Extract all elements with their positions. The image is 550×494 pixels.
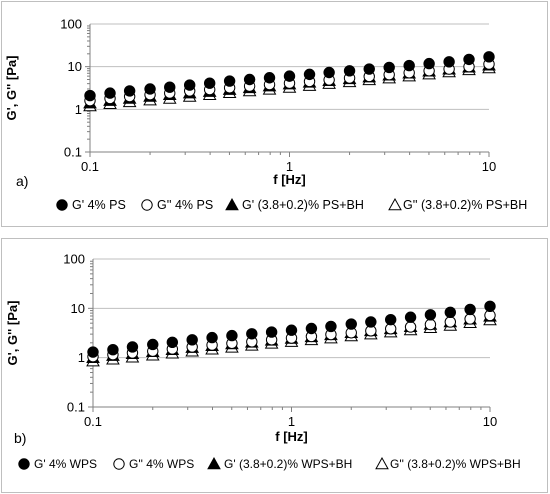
chart-a-point-filled-circle: [483, 51, 495, 63]
chart-b-point-filled-circle: [285, 324, 298, 336]
chart-a-x-label: f [Hz]: [273, 172, 306, 187]
chart-a-point-filled-circle: [84, 89, 96, 102]
chart-b-y-label: G', G'' [Pa]: [5, 301, 20, 366]
chart-a-legend-marker: [56, 199, 68, 211]
chart-a-legend: G' 4% PS G'' 4% PS G' (3.8+0.2)% PS+BH G'' …: [56, 197, 527, 212]
chart-a-x-ticks: 0.1 1 10: [81, 152, 496, 174]
chart-a-y-ticks: 0.1 1 10 100: [60, 17, 90, 160]
chart-b-y-ticks: 0.1 1 10 100: [63, 252, 93, 415]
chart-b-point-filled-circle: [484, 300, 496, 312]
chart-b-x-ticks: 0.1 1 10: [84, 407, 497, 429]
chart-b-point-filled-circle: [345, 318, 357, 330]
chart-a-point-filled-circle: [463, 53, 475, 66]
chart-b-point-filled-circle: [464, 303, 476, 316]
chart-a-x-tick-label: 1: [286, 159, 293, 174]
chart-b-legend-label: G'' 4% WPS: [129, 457, 194, 471]
chart-a-point-filled-circle: [263, 72, 276, 84]
chart-b-y-tick-label: 0.1: [67, 400, 85, 415]
chart-a-point-filled-circle: [383, 61, 395, 74]
chart-b-point-filled-circle: [265, 326, 278, 338]
chart-b-point-filled-circle: [384, 313, 397, 326]
chart-a-point-filled-circle: [443, 56, 455, 68]
chart-a-point-filled-circle: [223, 75, 236, 87]
chart-b-legend: G' 4% WPS G'' 4% WPS G' (3.8+0.2)% WPS+BH G…: [18, 456, 521, 471]
chart-b-point-filled-circle: [107, 344, 119, 356]
panel-a: 0.1 1 10 100 0.1 1 10 G', G'' [Pa] f [Hz] a) …: [1, 1, 548, 227]
chart-a-y-tick-label: 10: [68, 59, 82, 74]
chart-a-panel-label: a): [16, 173, 28, 189]
chart-b-legend-label: G'' (3.8+0.2)% WPS+BH: [390, 457, 521, 471]
chart-b-point-filled-circle: [206, 331, 218, 344]
chart-a-point-filled-circle: [203, 77, 216, 89]
chart-a-point-filled-circle: [144, 83, 156, 95]
chart-b-y-tick-label: 10: [71, 301, 85, 316]
chart-b-x-tick-label: 1: [288, 414, 295, 429]
chart-a-point-filled-circle: [403, 59, 415, 72]
chart-b-point-filled-circle: [147, 338, 159, 351]
chart-a-point-filled-circle: [343, 65, 356, 77]
chart-a-legend-label: G' (3.8+0.2)% PS+BH: [242, 198, 364, 212]
chart-b-x-tick-label: 0.1: [84, 414, 102, 429]
chart-b-point-open-circle: [444, 316, 457, 328]
chart-a-point-filled-circle: [123, 85, 136, 97]
chart-a-point-filled-circle: [243, 73, 256, 86]
chart-b-legend-label: G' (3.8+0.2)% WPS+BH: [224, 457, 352, 471]
chart-a-legend-marker: [141, 199, 153, 211]
chart-a-point-filled-circle: [303, 68, 316, 81]
chart-a-y-tick-label: 0.1: [64, 145, 82, 160]
chart-b-legend-marker: [207, 456, 221, 470]
chart-b-legend-marker: [375, 456, 389, 470]
chart-a-point-filled-circle: [423, 57, 435, 70]
chart-b-point-filled-circle: [404, 311, 417, 323]
chart-a-y-tick-label: 1: [75, 102, 82, 117]
chart-b-point-filled-circle: [126, 341, 139, 353]
chart-a-y-tick-label: 100: [60, 17, 82, 32]
chart-a-point-filled-circle: [183, 79, 196, 91]
chart-a-legend-label: G' 4% PS: [72, 198, 126, 212]
chart-a-point-filled-circle: [104, 87, 116, 99]
chart-b-legend-label: G' 4% WPS: [34, 457, 97, 471]
chart-a-marks: [83, 51, 496, 112]
chart-a-legend-marker: [388, 197, 402, 211]
chart-a-point-filled-circle: [283, 70, 296, 82]
chart-b-y-tick-label: 1: [78, 350, 85, 365]
chart-a-x-tick-label: 10: [482, 159, 496, 174]
chart-b-point-filled-circle: [305, 322, 318, 335]
chart-b-marks: [86, 300, 497, 367]
chart-b-point-filled-circle: [365, 316, 377, 328]
chart-a-legend-label: G'' 4% PS: [157, 198, 213, 212]
chart-a-y-label: G', G'' [Pa]: [4, 56, 19, 121]
chart-a-point-filled-circle: [323, 66, 335, 79]
chart-b-point-filled-circle: [166, 336, 179, 348]
chart-b-point-filled-circle: [87, 346, 99, 358]
chart-b-legend-marker: [18, 458, 30, 470]
chart-b-point-filled-circle: [325, 320, 337, 333]
chart-b-x-tick-label: 10: [483, 414, 497, 429]
chart-b-point-open-circle: [424, 318, 437, 331]
chart-b-point-filled-circle: [186, 334, 198, 346]
chart-a-legend-marker: [225, 197, 239, 211]
chart-b-point-filled-circle: [226, 329, 238, 342]
chart-b-panel-label: b): [14, 430, 26, 446]
chart-b-point-filled-circle: [444, 306, 457, 319]
chart-a-point-filled-circle: [164, 81, 176, 93]
chart-b-y-tick-label: 100: [63, 252, 85, 267]
chart-b-x-label: f [Hz]: [275, 429, 308, 444]
chart-b-legend-marker: [113, 458, 125, 470]
chart-b-point-filled-circle: [246, 328, 258, 340]
chart-b-point-filled-circle: [424, 309, 437, 321]
chart-b-point-open-circle: [464, 313, 476, 325]
chart-a-legend-label: G'' (3.8+0.2)% PS+BH: [403, 198, 527, 212]
chart-a-x-tick-label: 0.1: [81, 159, 99, 174]
panel-b: 0.1 1 10 100 0.1 1 10 G', G'' [Pa] f [Hz] b) …: [1, 238, 548, 493]
chart-b-point-open-circle: [404, 321, 417, 333]
chart-a-point-filled-circle: [363, 63, 375, 75]
